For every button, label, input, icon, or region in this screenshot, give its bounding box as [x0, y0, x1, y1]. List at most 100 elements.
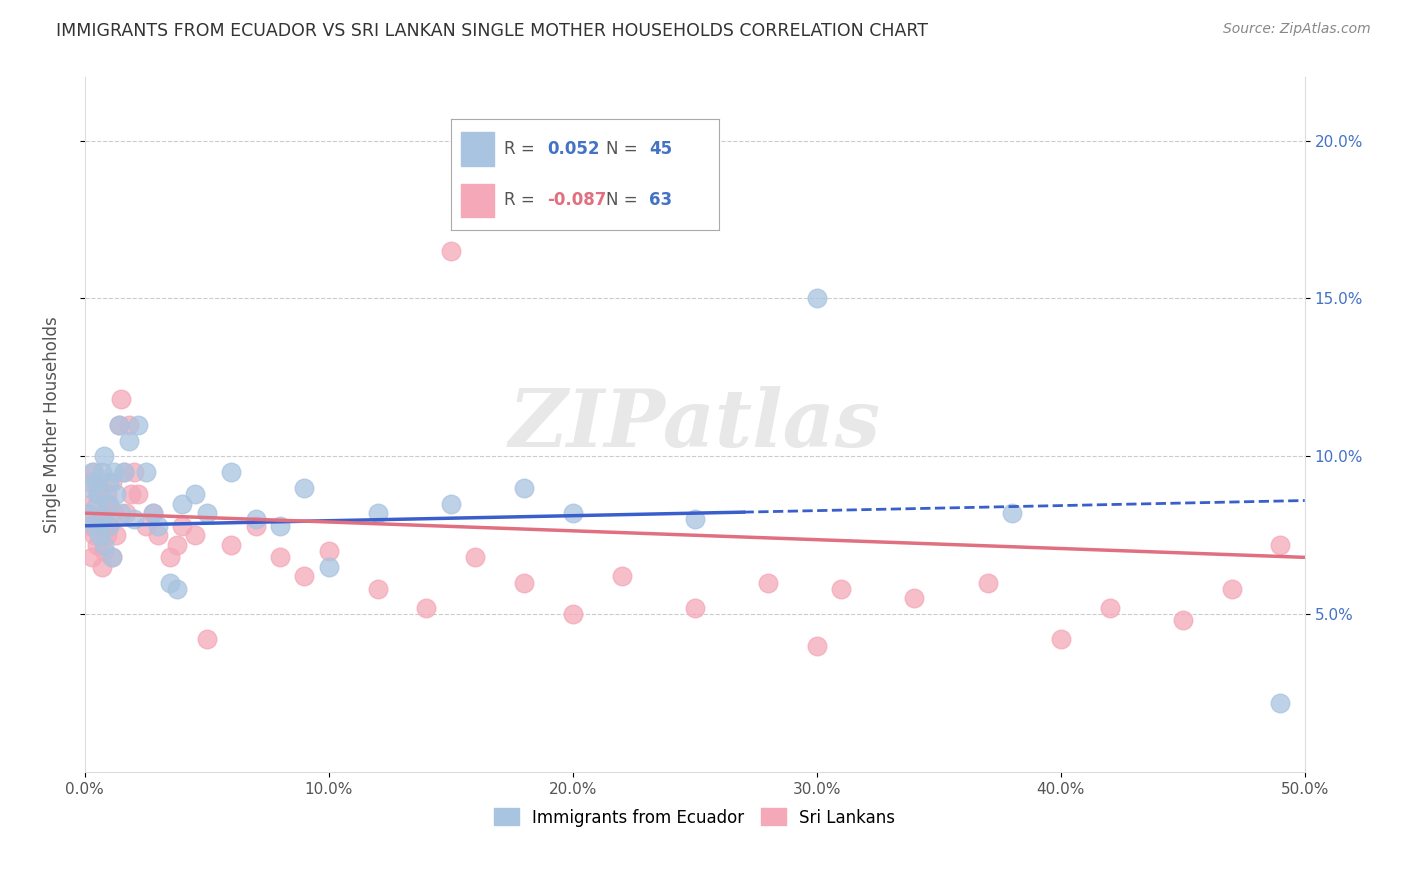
Point	[127, 417, 149, 432]
Point	[292, 481, 315, 495]
Point	[90, 512, 112, 526]
Point	[159, 550, 181, 565]
Text: Source: ZipAtlas.com: Source: ZipAtlas.com	[1223, 22, 1371, 37]
Point	[183, 487, 205, 501]
Point	[440, 244, 463, 258]
Point	[118, 434, 141, 448]
Point	[90, 518, 112, 533]
Point	[683, 512, 706, 526]
Point	[146, 528, 169, 542]
Point	[135, 465, 157, 479]
Point	[80, 550, 103, 565]
Point	[318, 544, 340, 558]
Point	[561, 607, 583, 622]
Point	[183, 528, 205, 542]
Point	[93, 506, 115, 520]
Point	[292, 569, 315, 583]
Point	[76, 506, 98, 520]
Point	[1049, 632, 1071, 647]
Point	[86, 487, 108, 501]
Point	[79, 475, 101, 489]
Point	[108, 417, 131, 432]
Point	[122, 465, 145, 479]
Point	[1270, 696, 1292, 710]
Point	[80, 497, 103, 511]
Point	[1098, 600, 1121, 615]
Point	[115, 506, 138, 520]
Point	[172, 518, 194, 533]
Y-axis label: Single Mother Households: Single Mother Households	[44, 317, 60, 533]
Point	[513, 575, 536, 590]
Point	[108, 417, 131, 432]
Point	[98, 497, 121, 511]
Point	[513, 481, 536, 495]
Point	[195, 632, 218, 647]
Point	[830, 582, 852, 596]
Point	[120, 487, 142, 501]
Point	[245, 518, 267, 533]
Point	[89, 481, 111, 495]
Point	[1001, 506, 1024, 520]
Point	[90, 559, 112, 574]
Point	[105, 487, 128, 501]
Point	[172, 497, 194, 511]
Point	[367, 506, 389, 520]
Point	[269, 550, 291, 565]
Point	[127, 487, 149, 501]
Point	[83, 528, 105, 542]
Point	[245, 512, 267, 526]
Point	[1220, 582, 1243, 596]
Point	[159, 575, 181, 590]
Point	[110, 506, 132, 520]
Point	[118, 417, 141, 432]
Text: ZIPatlas: ZIPatlas	[509, 386, 880, 464]
Point	[1171, 614, 1194, 628]
Text: IMMIGRANTS FROM ECUADOR VS SRI LANKAN SINGLE MOTHER HOUSEHOLDS CORRELATION CHART: IMMIGRANTS FROM ECUADOR VS SRI LANKAN SI…	[56, 22, 928, 40]
Point	[195, 506, 218, 520]
Point	[142, 506, 165, 520]
Point	[86, 475, 108, 489]
Point	[105, 528, 128, 542]
Point	[90, 465, 112, 479]
Point	[683, 600, 706, 615]
Point	[976, 575, 998, 590]
Point	[89, 487, 111, 501]
Point	[89, 512, 111, 526]
Point	[103, 506, 125, 520]
Point	[89, 528, 111, 542]
Point	[318, 559, 340, 574]
Point	[110, 392, 132, 407]
Point	[112, 465, 135, 479]
Point	[79, 518, 101, 533]
Point	[142, 506, 165, 520]
Point	[80, 465, 103, 479]
Point	[96, 487, 118, 501]
Point	[93, 450, 115, 464]
Point	[96, 528, 118, 542]
Point	[100, 550, 122, 565]
Point	[367, 582, 389, 596]
Point	[806, 639, 828, 653]
Point	[98, 518, 121, 533]
Point	[166, 582, 188, 596]
Point	[86, 497, 108, 511]
Point	[415, 600, 437, 615]
Point	[83, 518, 105, 533]
Point	[100, 475, 122, 489]
Point	[98, 518, 121, 533]
Point	[93, 538, 115, 552]
Point	[76, 506, 98, 520]
Point	[103, 465, 125, 479]
Point	[135, 518, 157, 533]
Point	[1270, 538, 1292, 552]
Point	[903, 591, 925, 606]
Point	[806, 292, 828, 306]
Point	[93, 544, 115, 558]
Point	[98, 475, 121, 489]
Point	[561, 202, 583, 217]
Point	[756, 575, 779, 590]
Point	[79, 481, 101, 495]
Point	[86, 538, 108, 552]
Point	[219, 538, 242, 552]
Point	[146, 518, 169, 533]
